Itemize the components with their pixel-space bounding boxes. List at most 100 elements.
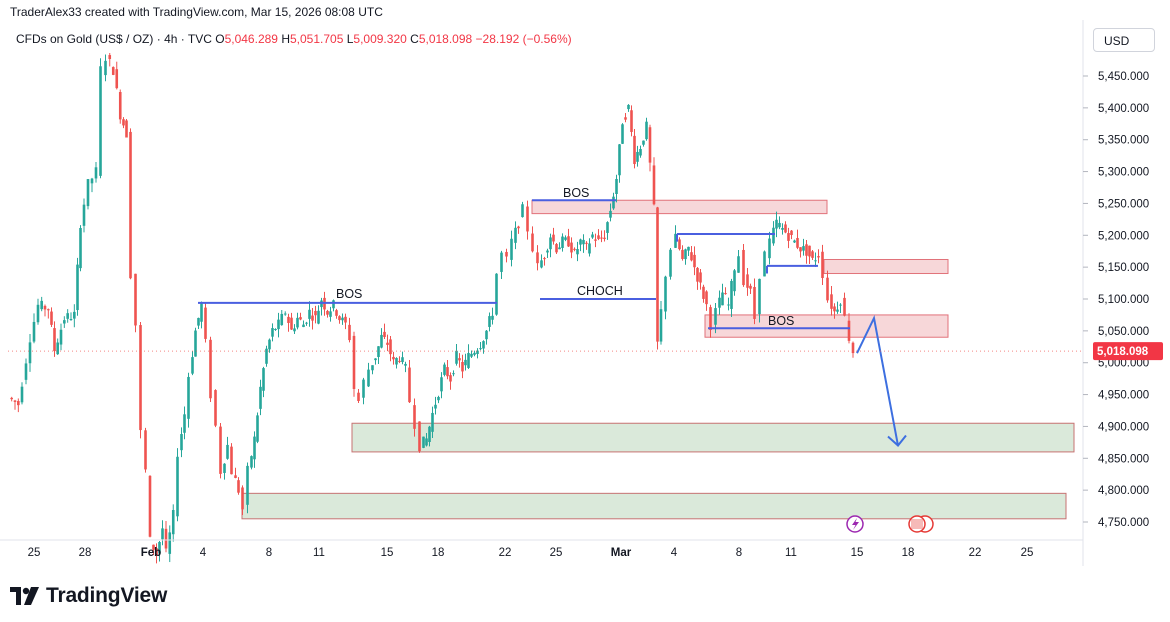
annotation-label[interactable]: BOS [336, 287, 362, 301]
candle-down [214, 390, 217, 426]
candle-down [597, 235, 600, 239]
candle-up [374, 358, 377, 361]
symbol-legend[interactable]: CFDs on Gold (US$ / OZ) · 4h · TVC O5,04… [16, 32, 572, 46]
candle-up [839, 304, 842, 306]
demand-zone [351, 422, 1075, 453]
annotation-label[interactable]: CHOCH [577, 284, 623, 298]
candle-down [633, 135, 636, 165]
candle-up [546, 250, 549, 253]
candle-up [158, 542, 161, 554]
y-tick-label: 5,000.000 [1098, 358, 1149, 370]
candle-down [656, 207, 659, 342]
candle-down [134, 273, 137, 326]
candle-up [495, 273, 498, 315]
candle-up [718, 297, 721, 308]
change-value: −28.192 (−0.56%) [475, 32, 572, 46]
high-value: 5,051.705 [289, 32, 344, 46]
candle-up [588, 243, 591, 254]
candle-up [302, 324, 305, 328]
candle-down [392, 356, 395, 360]
candle-down [724, 293, 727, 295]
candle-up [582, 239, 585, 245]
candle-up [636, 151, 639, 162]
annotation-label[interactable]: BOS [563, 186, 589, 200]
candle-down [600, 237, 603, 239]
candle-down [338, 316, 341, 321]
candle-up [687, 246, 690, 251]
candle-up [758, 278, 761, 315]
candle-up [591, 234, 594, 238]
candle-down [413, 405, 416, 429]
candle-up [362, 379, 365, 398]
candle-down [446, 367, 449, 377]
candle-down [567, 236, 570, 247]
candle-down [543, 258, 546, 260]
candle-down [817, 256, 820, 258]
candle-down [603, 237, 606, 239]
candle-up [262, 368, 265, 391]
candle-up [180, 434, 183, 451]
low-value: 5,009.320 [353, 32, 407, 46]
candle-up [250, 456, 253, 468]
currency-button[interactable]: USD [1093, 28, 1155, 52]
candle-up [443, 364, 446, 375]
supply-zone [531, 199, 828, 215]
candle-down [830, 294, 833, 309]
candle-down [219, 426, 222, 474]
candle-down [129, 131, 132, 279]
candle-up [32, 321, 36, 342]
open-value: 5,046.289 [224, 32, 278, 46]
candle-up [561, 236, 564, 248]
last-price-badge [1093, 342, 1163, 361]
lightning-icon [852, 518, 859, 530]
projection-arrowhead [887, 434, 907, 447]
candle-up [452, 373, 455, 375]
y-tick-label: 5,350.000 [1098, 135, 1149, 147]
candle-up [341, 317, 344, 321]
candle-up [367, 369, 370, 387]
candle-down [125, 120, 128, 138]
candle-down [826, 277, 829, 301]
candle-up [500, 252, 503, 272]
candle-up [40, 300, 43, 310]
candle-down [678, 239, 681, 250]
candle-up [194, 330, 197, 357]
annotation-label[interactable]: BOS [768, 314, 794, 328]
candle-down [753, 286, 756, 319]
candle-down [851, 342, 855, 354]
candle-down [13, 400, 17, 402]
candle-up [836, 309, 839, 312]
x-tick-label: 28 [79, 547, 92, 559]
y-tick-label: 5,050.000 [1098, 326, 1149, 338]
candle-up [793, 240, 796, 243]
candle-up [645, 121, 648, 140]
candle-up [488, 316, 491, 327]
candle-down [348, 324, 351, 341]
tradingview-brand[interactable]: TradingView [46, 584, 168, 607]
candle-up [404, 363, 407, 366]
candle-up [280, 313, 284, 326]
candle-down [164, 528, 168, 549]
candle-up [82, 204, 86, 226]
candle-up [223, 463, 226, 473]
candle-up [283, 313, 287, 315]
candle-up [183, 414, 186, 433]
x-tick-label: 8 [736, 547, 742, 559]
high-label: H [281, 32, 290, 46]
candle-down [681, 249, 684, 259]
candle-up [434, 404, 437, 409]
symbol-name[interactable]: CFDs on Gold (US$ / OZ) [16, 32, 154, 46]
candle-down [53, 328, 56, 352]
candle-up [669, 249, 672, 277]
symbol-interval[interactable]: 4h [164, 32, 178, 46]
us-flag-icon[interactable] [908, 515, 926, 533]
candle-down [787, 233, 790, 241]
candle-up [94, 167, 98, 179]
projection-path[interactable] [856, 314, 899, 446]
candle-down [449, 375, 452, 382]
candle-up [664, 276, 667, 312]
candle-up [618, 144, 621, 176]
candle-down [50, 311, 53, 325]
y-tick-label: 4,800.000 [1098, 485, 1149, 497]
